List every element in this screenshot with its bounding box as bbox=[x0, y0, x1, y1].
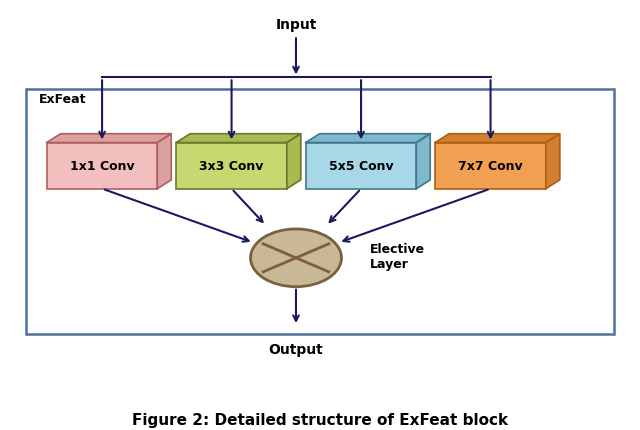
Text: 1x1 Conv: 1x1 Conv bbox=[70, 160, 134, 173]
FancyBboxPatch shape bbox=[306, 143, 417, 189]
Polygon shape bbox=[157, 135, 172, 189]
Polygon shape bbox=[306, 135, 430, 143]
Text: Figure 2: Detailed structure of ExFeat block: Figure 2: Detailed structure of ExFeat b… bbox=[132, 412, 508, 427]
Polygon shape bbox=[287, 135, 301, 189]
FancyBboxPatch shape bbox=[47, 143, 157, 189]
Circle shape bbox=[250, 230, 342, 287]
FancyBboxPatch shape bbox=[435, 143, 546, 189]
Text: Output: Output bbox=[269, 342, 323, 356]
Text: 3x3 Conv: 3x3 Conv bbox=[200, 160, 264, 173]
Polygon shape bbox=[47, 135, 172, 143]
Text: 5x5 Conv: 5x5 Conv bbox=[329, 160, 394, 173]
FancyBboxPatch shape bbox=[176, 143, 287, 189]
Polygon shape bbox=[176, 135, 301, 143]
Text: Elective
Layer: Elective Layer bbox=[370, 242, 425, 270]
Polygon shape bbox=[417, 135, 430, 189]
Text: Input: Input bbox=[275, 18, 317, 32]
Text: 7x7 Conv: 7x7 Conv bbox=[458, 160, 523, 173]
Polygon shape bbox=[435, 135, 560, 143]
Polygon shape bbox=[546, 135, 560, 189]
Text: ExFeat: ExFeat bbox=[39, 93, 86, 106]
